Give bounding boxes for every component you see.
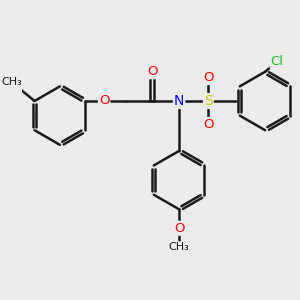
Text: O: O — [203, 118, 214, 131]
Text: CH₃: CH₃ — [1, 77, 22, 87]
Text: S: S — [204, 94, 213, 108]
Text: N: N — [174, 94, 184, 108]
Text: Cl: Cl — [271, 55, 284, 68]
Text: O: O — [174, 222, 184, 235]
Text: O: O — [203, 71, 214, 84]
Text: O: O — [99, 94, 110, 107]
Text: CH₃: CH₃ — [169, 242, 190, 252]
Text: O: O — [147, 65, 158, 78]
